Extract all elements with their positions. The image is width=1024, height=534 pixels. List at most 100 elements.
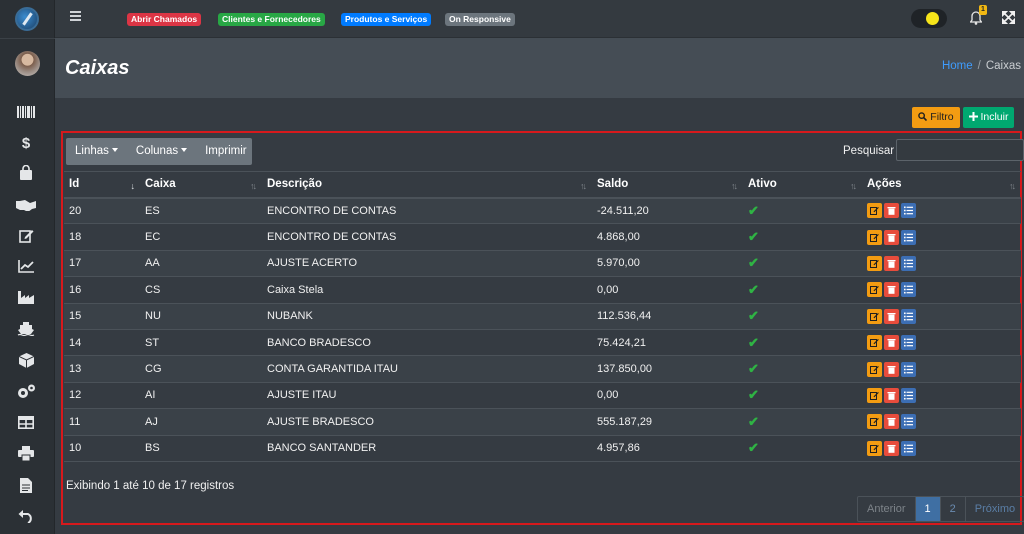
column-header-saldo[interactable]: Saldo ↑↓	[592, 171, 743, 199]
trash-icon[interactable]	[884, 387, 899, 403]
cell-caixa: ST	[140, 329, 262, 357]
table-row[interactable]: 18 EC ENCONTRO DE CONTAS 4.868,00 ✔	[64, 223, 1021, 251]
table-row[interactable]: 10 BS BANCO SANTANDER 4.957,86 ✔	[64, 435, 1021, 462]
print-button[interactable]: Imprimir	[205, 145, 247, 157]
edit-icon[interactable]	[867, 308, 882, 324]
column-header-descricao[interactable]: Descrição ↑↓	[262, 171, 592, 199]
plus-icon	[968, 112, 978, 121]
trash-icon[interactable]	[884, 414, 899, 430]
dollar-icon[interactable]: $	[21, 135, 31, 152]
column-header-id[interactable]: Id ↓	[64, 171, 140, 199]
shopping-bag-icon[interactable]	[15, 164, 37, 185]
table-row[interactable]: 15 NU NUBANK 112.536,44 ✔	[64, 303, 1021, 330]
cell-acoes	[862, 197, 1021, 225]
table-row[interactable]: 12 AI AJUSTE ITAU 0,00 ✔	[64, 382, 1021, 410]
edit-icon[interactable]	[867, 335, 882, 351]
edit-icon[interactable]	[867, 229, 882, 245]
cell-descricao: BANCO SANTANDER	[262, 435, 592, 462]
pagination-page-1[interactable]: 1	[915, 497, 941, 521]
pagination-next[interactable]: Próximo	[974, 503, 1016, 515]
menu-toggle-icon[interactable]	[70, 11, 81, 21]
breadcrumb-home-link[interactable]: Home	[941, 60, 973, 72]
edit-icon[interactable]	[867, 361, 882, 377]
filter-button[interactable]: Filtro	[912, 107, 960, 128]
trash-icon[interactable]	[884, 229, 899, 245]
logo[interactable]	[15, 7, 39, 31]
cell-ativo: ✔	[743, 303, 862, 330]
add-button-label: Incluir	[980, 111, 1009, 123]
edit-icon[interactable]	[867, 203, 882, 219]
cell-descricao: ENCONTRO DE CONTAS	[262, 197, 592, 225]
table-row[interactable]: 17 AA AJUSTE ACERTO 5.970,00 ✔	[64, 250, 1021, 278]
columns-dropdown-button[interactable]: Colunas	[127, 138, 196, 165]
cell-ativo: ✔	[743, 197, 862, 225]
edit-icon[interactable]	[867, 282, 882, 298]
list-icon[interactable]	[901, 282, 916, 298]
list-icon[interactable]	[901, 203, 916, 219]
trash-icon[interactable]	[884, 335, 899, 351]
cell-saldo: 4.868,00	[592, 223, 743, 251]
table-row[interactable]: 14 ST BANCO BRADESCO 75.424,21 ✔	[64, 329, 1021, 357]
cell-descricao: AJUSTE ACERTO	[262, 250, 592, 278]
cell-saldo: 5.970,00	[592, 250, 743, 278]
list-icon[interactable]	[901, 440, 916, 456]
cogs-icon[interactable]	[15, 384, 37, 404]
ship-icon[interactable]	[15, 322, 37, 342]
badge-abrir-chamados[interactable]: Abrir Chamados	[127, 13, 202, 26]
trash-icon[interactable]	[884, 203, 899, 219]
table-row[interactable]: 11 AJ AJUSTE BRADESCO 555.187,29 ✔	[64, 408, 1021, 436]
column-header-ativo[interactable]: Ativo ↑↓	[743, 171, 862, 199]
bell-icon[interactable]	[969, 11, 983, 25]
column-header-acoes[interactable]: Ações ↑↓	[862, 171, 1021, 199]
edit-icon[interactable]	[867, 255, 882, 271]
cell-acoes	[862, 303, 1021, 330]
file-icon[interactable]	[15, 478, 37, 498]
table-row[interactable]: 16 CS Caixa Stela 0,00 ✔	[64, 276, 1021, 304]
cell-acoes	[862, 408, 1021, 436]
avatar[interactable]	[15, 51, 40, 76]
theme-toggle[interactable]	[911, 9, 947, 28]
list-icon[interactable]	[901, 308, 916, 324]
search-input[interactable]	[896, 139, 1024, 161]
print-icon[interactable]	[15, 446, 37, 466]
list-icon[interactable]	[901, 414, 916, 430]
edit-icon[interactable]	[15, 228, 37, 248]
barcode-icon[interactable]	[15, 104, 37, 124]
trash-icon[interactable]	[884, 308, 899, 324]
undo-icon[interactable]	[15, 509, 37, 529]
list-icon[interactable]	[901, 335, 916, 351]
check-icon: ✔	[748, 387, 759, 403]
trash-icon[interactable]	[884, 440, 899, 456]
table-row[interactable]: 13 CG CONTA GARANTIDA ITAU 137.850,00 ✔	[64, 355, 1021, 383]
list-icon[interactable]	[901, 361, 916, 377]
edit-icon[interactable]	[867, 387, 882, 403]
rows-dropdown-button[interactable]: Linhas	[66, 138, 127, 165]
edit-icon[interactable]	[867, 414, 882, 430]
chart-line-icon[interactable]	[15, 259, 37, 279]
edit-icon[interactable]	[867, 440, 882, 456]
badge-clientes-fornecedores[interactable]: Clientes e Fornecedores	[218, 13, 325, 26]
caret-down-icon	[181, 148, 188, 152]
box-icon[interactable]	[15, 353, 37, 373]
handshake-icon[interactable]	[15, 197, 37, 217]
list-icon[interactable]	[901, 387, 916, 403]
trash-icon[interactable]	[884, 255, 899, 271]
cell-caixa: CG	[140, 355, 262, 383]
table-icon[interactable]	[15, 415, 37, 435]
check-icon: ✔	[748, 440, 759, 456]
badge-on-responsive[interactable]: On Responsive	[445, 13, 515, 26]
list-icon[interactable]	[901, 229, 916, 245]
trash-icon[interactable]	[884, 361, 899, 377]
table-tools-group: Linhas Colunas Imprimir	[66, 138, 252, 165]
fullscreen-icon[interactable]	[1001, 10, 1016, 25]
table-row[interactable]: 20 ES ENCONTRO DE CONTAS -24.511,20 ✔	[64, 197, 1021, 225]
trash-icon[interactable]	[884, 282, 899, 298]
cell-id: 20	[64, 197, 140, 225]
badge-produtos-servicos[interactable]: Produtos e Serviços	[341, 13, 432, 26]
pagination-page-2[interactable]: 2	[941, 497, 966, 521]
industry-icon[interactable]	[15, 290, 37, 310]
list-icon[interactable]	[901, 255, 916, 271]
column-header-caixa[interactable]: Caixa ↑↓	[140, 171, 262, 199]
pagination-previous[interactable]: Anterior	[858, 497, 916, 521]
add-button[interactable]: Incluir	[963, 107, 1014, 128]
